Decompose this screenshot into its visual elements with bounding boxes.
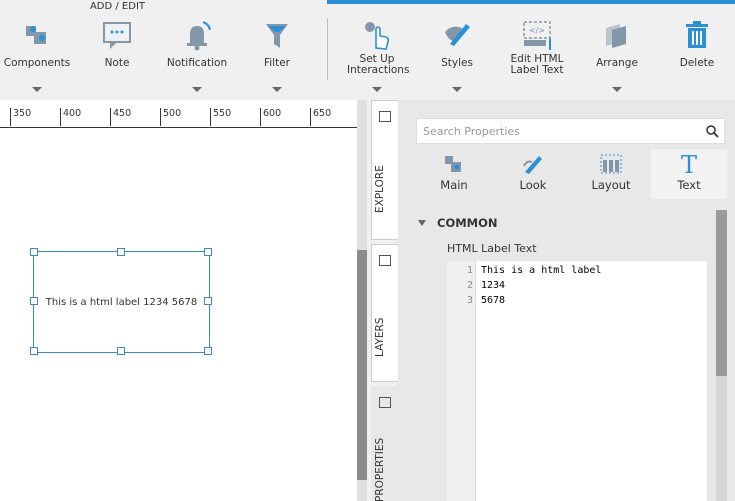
code-editor[interactable]: [447, 261, 707, 501]
tab-label: Look: [519, 178, 547, 192]
tab-label: EXPLORE: [374, 165, 386, 213]
resize-handle[interactable]: [30, 347, 38, 355]
side-tab[interactable]: EXPLORE: [371, 100, 398, 240]
collapse-arrow[interactable]: [418, 220, 426, 226]
resize-handle[interactable]: [204, 297, 212, 305]
resize-handle[interactable]: [30, 297, 38, 305]
button-label: Set Up Interactions: [347, 53, 410, 76]
search-icon: [706, 125, 719, 138]
property-tab[interactable]: Main: [416, 149, 492, 199]
button-icon: </>: [523, 21, 551, 50]
toolbar-button[interactable]: Components: [0, 18, 75, 98]
field-label: HTML Label Text: [447, 242, 537, 255]
tab-icon: [523, 156, 542, 174]
tab-icon: [379, 111, 391, 122]
editor-line: 3 5678: [447, 295, 505, 310]
toolbar: [0, 0, 735, 100]
line-text: 1234: [481, 280, 506, 291]
button-label: Arrange: [596, 57, 638, 69]
button-icon: [606, 24, 626, 48]
toolbar-button[interactable]: Set Up Interactions: [339, 18, 415, 98]
search-placeholder: Search Properties: [423, 125, 520, 138]
toolbar-button[interactable]: Delete: [659, 18, 735, 98]
button-icon: [365, 22, 390, 50]
line-text: This is a html label: [481, 265, 602, 276]
dropdown-arrow[interactable]: [192, 87, 202, 92]
button-icon: [26, 26, 46, 44]
dropdown-arrow[interactable]: [272, 87, 282, 92]
tab-icon: T: [681, 152, 697, 176]
toolbar-button[interactable]: Filter: [239, 18, 315, 98]
dropdown-arrow[interactable]: [32, 87, 42, 92]
search-box[interactable]: Search Properties: [416, 118, 725, 144]
button-label: Delete: [679, 57, 715, 69]
html-label-widget[interactable]: This is a html label 1234 5678: [33, 251, 210, 353]
svg-text:T: T: [681, 152, 697, 176]
label-text: This is a html label 1234 5678: [45, 296, 198, 308]
property-tab[interactable]: Layout: [573, 149, 649, 199]
toolbar-button[interactable]: Notification: [159, 18, 235, 98]
scroll-thumb[interactable]: [716, 210, 727, 376]
button-label: Components: [3, 57, 71, 69]
ruler-tick: 350: [10, 108, 31, 126]
line-number: 3: [466, 295, 473, 306]
property-tab[interactable]: Look: [495, 149, 571, 199]
side-tab[interactable]: PROPERTIES: [371, 386, 398, 501]
tab-label: PROPERTIES: [374, 437, 386, 501]
button-label: Styles: [441, 57, 473, 69]
button-icon: [266, 24, 288, 48]
line-text: 5678: [481, 295, 506, 306]
ruler-tick: 550: [210, 108, 231, 126]
side-tab[interactable]: LAYERS: [371, 244, 398, 382]
resize-handle[interactable]: [204, 347, 212, 355]
line-number: 2: [466, 280, 473, 291]
resize-handle[interactable]: [30, 248, 38, 256]
button-icon: [187, 21, 211, 51]
ruler-tick: 500: [160, 108, 181, 126]
tab-label: LAYERS: [374, 317, 386, 357]
button-label: Notification: [166, 57, 228, 69]
button-label: Note: [104, 57, 130, 69]
line-number: 1: [466, 265, 473, 276]
button-label: Filter: [263, 57, 290, 69]
ruler-tick: 400: [60, 108, 81, 126]
ruler-tick: 450: [110, 108, 131, 126]
toolbar-button[interactable]: Note: [79, 18, 155, 98]
button-icon: [686, 21, 708, 48]
property-tab[interactable]: T Text: [651, 149, 727, 199]
toolbar-button[interactable]: Arrange: [579, 18, 655, 98]
scroll-thumb[interactable]: [357, 250, 367, 480]
section-header: COMMON: [437, 216, 498, 230]
toolbar-button[interactable]: Styles: [419, 18, 495, 98]
resize-handle[interactable]: [117, 347, 125, 355]
tab-icon: [379, 255, 391, 266]
tab-label: Layout: [591, 178, 631, 192]
tab-icon: [600, 154, 622, 174]
tab-icon: [445, 156, 461, 172]
ruler-tick: 650: [310, 108, 331, 126]
editor-line: 1 This is a html label: [447, 265, 601, 280]
toolbar-button[interactable]: </> Edit HTML Label Text: [499, 18, 575, 98]
button-icon: [445, 24, 470, 46]
svg-text:</>: </>: [529, 26, 545, 35]
editor-line: 2 1234: [447, 280, 505, 295]
separator: [327, 18, 328, 80]
dropdown-arrow[interactable]: [612, 87, 622, 92]
editor-gutter: [447, 261, 476, 501]
tab-icon: [379, 397, 391, 408]
resize-handle[interactable]: [204, 248, 212, 256]
ruler-tick: 600: [260, 108, 281, 126]
button-label: Edit HTML Label Text: [510, 53, 564, 76]
group-label: ADD / EDIT: [89, 1, 146, 12]
accent-bar: [327, 0, 735, 4]
ruler: 350 400 450 500 550 600 650: [0, 100, 357, 128]
dropdown-arrow[interactable]: [452, 87, 462, 92]
button-icon: [103, 22, 131, 49]
dropdown-arrow[interactable]: [372, 87, 382, 92]
tab-label: Main: [440, 178, 468, 192]
tab-label: Text: [677, 178, 701, 192]
resize-handle[interactable]: [117, 248, 125, 256]
